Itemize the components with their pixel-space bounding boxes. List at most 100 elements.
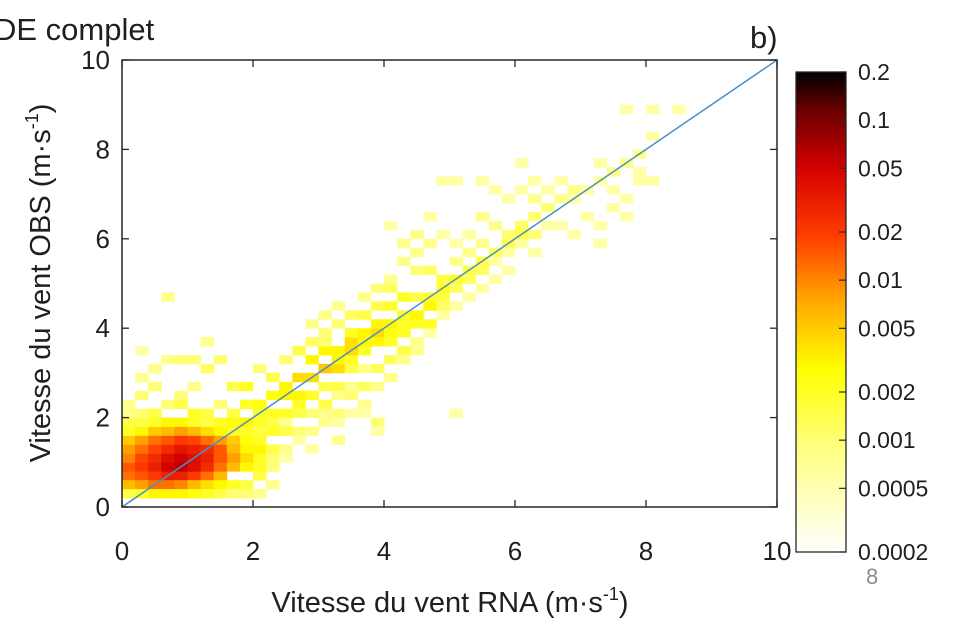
heatmap-cell [593,158,608,168]
heatmap-cell [357,346,372,356]
heatmap-cell [161,399,175,410]
heatmap-cell [646,131,660,141]
heatmap-cell [331,346,346,356]
heatmap-cell [331,417,346,427]
heatmap-cell [174,444,188,454]
heatmap-cell [370,337,385,347]
heatmap-cell [279,355,293,365]
heatmap-cell [292,390,306,401]
heatmap-cell [187,435,201,445]
heatmap-cell [253,471,267,481]
y-tick-label: 4 [96,313,110,343]
heatmap-cell [344,310,359,320]
heatmap-cell [200,471,215,481]
heatmap-cell [318,399,332,410]
heatmap-cell [148,381,162,392]
heatmap-cell [318,381,332,392]
heatmap-cell [148,462,162,472]
heatmap-cell [148,435,162,445]
heatmap-cell [148,471,162,481]
colorbar-tick-label: 0.0005 [858,475,928,501]
heatmap-cell [370,417,385,427]
heatmap-cell [619,104,634,115]
heatmap-cell [567,229,581,240]
heatmap-cell [187,489,201,499]
heatmap-cell [397,328,411,338]
heatmap-cell [318,310,332,320]
heatmap-cell [174,471,188,481]
heatmap-cell [305,355,319,365]
heatmap-cell [135,471,149,481]
heatmap-cell [357,381,372,392]
heatmap-cell [462,229,477,240]
heatmap-cell [213,355,228,365]
heatmap-cell [279,417,293,427]
colorbar-tick-label: 0.01 [858,267,903,293]
colorbar-tick-label: 0.1 [858,107,890,133]
x-tick-label: 4 [377,536,391,566]
heatmap-cell [410,310,424,320]
heatmap-cell [174,399,188,410]
heatmap-cell [266,462,280,472]
heatmap-cell [161,435,175,445]
heatmap-cell [135,346,149,356]
heatmap-cell [305,337,319,347]
heatmap-cell [305,319,319,329]
heatmap-cell [410,337,424,347]
heatmap-cell [122,408,136,418]
heatmap-cell [554,176,568,186]
heatmap-cell [161,355,175,365]
heatmap-cell [331,381,346,392]
heatmap-cell [279,426,293,436]
x-axis-label-sup: -1 [603,584,619,604]
heatmap-cell [423,211,437,222]
x-axis-ticks: 0 2 4 6 8 10 [115,60,791,566]
heatmap-cell [174,480,188,490]
x-tick-label: 0 [115,536,129,566]
heatmap-cell [239,426,254,436]
heatmap-cell [410,292,424,302]
heatmap-cell [370,363,385,374]
heatmap-cell [619,194,634,204]
heatmap-cell [632,167,647,177]
heatmap-cell [541,185,555,195]
heatmap-cell [187,381,201,392]
heatmap-cell [344,363,359,374]
heatmap-cell [423,238,437,249]
heatmap-cell [148,453,162,463]
colorbar-tick-label: 0.05 [858,155,903,181]
heatmap-cell [135,408,149,418]
heatmap-cell [423,328,437,338]
heatmap-cell [436,310,450,320]
heatmap-cell [554,220,568,231]
colorbar-tick-label: 0.0002 [858,539,928,565]
heatmap-cell [122,417,136,427]
heatmap-cell [384,274,398,284]
heatmap-cell [436,301,450,311]
heatmap-cell [187,471,201,481]
heatmap-cell [488,256,503,267]
heatmap-cell [318,337,332,347]
heatmap-cell [213,489,228,499]
heatmap-cell [357,363,372,374]
heatmap-cell [344,408,359,418]
heatmap-cell [266,426,280,436]
y-axis-label: Vitesse du vent OBS (m·s-1) [22,104,57,463]
y-tick-label: 0 [96,492,110,522]
heatmap-cell [528,211,542,222]
heatmap-cell [122,480,136,490]
heatmap-cell [135,462,149,472]
heatmap-cell [567,185,581,195]
heatmap-cell [226,444,241,454]
heatmap-cell [554,194,568,204]
heatmap-cell [541,203,555,213]
heatmap-cell [122,399,136,410]
y-axis-label-close: ) [25,104,57,114]
heatmap-cell [475,211,490,222]
heatmap-cell [187,417,201,427]
heatmap-cell [187,462,201,472]
heatmap-cell [436,229,450,240]
plot-frame [121,59,778,508]
heatmap-cell [161,489,175,499]
heatmap-cell [292,435,306,445]
